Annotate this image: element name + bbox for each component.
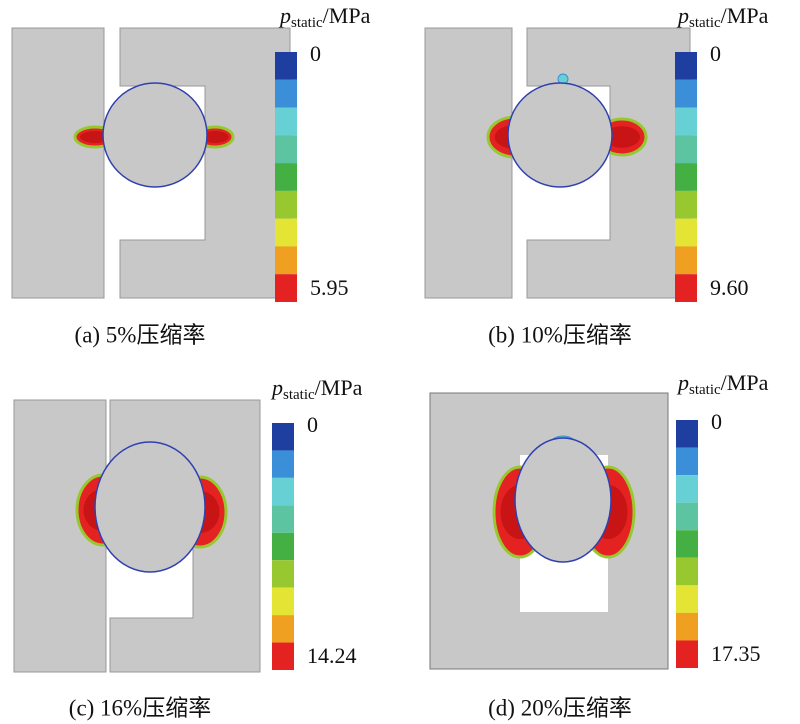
legend-min-label: 0 (307, 412, 318, 437)
legend-band (272, 423, 294, 451)
legend-band (676, 585, 698, 613)
legend-band (275, 190, 297, 219)
left-block (424, 27, 513, 299)
legend-max-label: 5.95 (310, 275, 349, 300)
pressure-core (604, 126, 640, 148)
legend-band (275, 246, 297, 275)
legend-band (275, 163, 297, 191)
seal-ring (507, 82, 613, 188)
legend-title: pstatic/MPa (676, 370, 769, 398)
caption: (d) 20%压缩率 (488, 695, 632, 720)
legend-band (272, 560, 294, 588)
legend-band (272, 532, 294, 561)
legend-band (275, 274, 297, 302)
legend-band (675, 218, 697, 247)
legend-max-label: 17.35 (711, 641, 761, 666)
seal-ring (514, 437, 612, 563)
legend-band (675, 52, 697, 80)
seal-ring (94, 441, 206, 573)
legend-band (676, 530, 698, 558)
legend-band (272, 505, 294, 533)
caption: (c) 16%压缩率 (69, 695, 211, 720)
legend-band (676, 557, 698, 586)
seal-ring (102, 82, 208, 188)
caption: (b) 10%压缩率 (488, 322, 632, 347)
legend-band (275, 135, 297, 164)
panel: pstatic/MPa 0 9.60 (b) 10%压缩率 (424, 3, 769, 347)
legend-band (676, 447, 698, 476)
legend-band (675, 274, 697, 302)
legend-band (275, 218, 297, 247)
pressure-core (201, 131, 229, 143)
legend-band (676, 420, 698, 448)
legend-band (275, 52, 297, 80)
legend-band (675, 246, 697, 275)
legend-min-label: 0 (310, 41, 321, 66)
legend-title: pstatic/MPa (270, 375, 363, 403)
legend-band (676, 475, 698, 503)
legend-band (675, 135, 697, 164)
legend-max-label: 14.24 (307, 643, 357, 668)
legend-band (675, 107, 697, 136)
legend-band (272, 642, 294, 670)
legend-title: pstatic/MPa (278, 3, 371, 31)
caption: (a) 5%压缩率 (75, 322, 206, 347)
legend-band (675, 79, 697, 108)
left-block (11, 27, 105, 299)
panel: pstatic/MPa 0 14.24 (c) 16%压缩率 (13, 375, 363, 720)
legend-band (675, 190, 697, 219)
legend-band (675, 163, 697, 191)
legend-band (272, 477, 294, 506)
legend-title: pstatic/MPa (676, 3, 769, 31)
legend-band (272, 450, 294, 478)
legend-min-label: 0 (711, 409, 722, 434)
legend-max-label: 9.60 (710, 275, 749, 300)
legend-band (676, 502, 698, 531)
legend-band (275, 79, 297, 108)
legend-band (676, 640, 698, 668)
panel: pstatic/MPa 0 5.95 (a) 5%压缩率 (11, 3, 371, 347)
panel: pstatic/MPa 0 17.35 (d) 20%压缩率 (429, 370, 769, 720)
legend-band (275, 107, 297, 136)
legend-band (272, 587, 294, 616)
legend-min-label: 0 (710, 41, 721, 66)
legend-band (272, 615, 294, 643)
legend-band (676, 612, 698, 641)
